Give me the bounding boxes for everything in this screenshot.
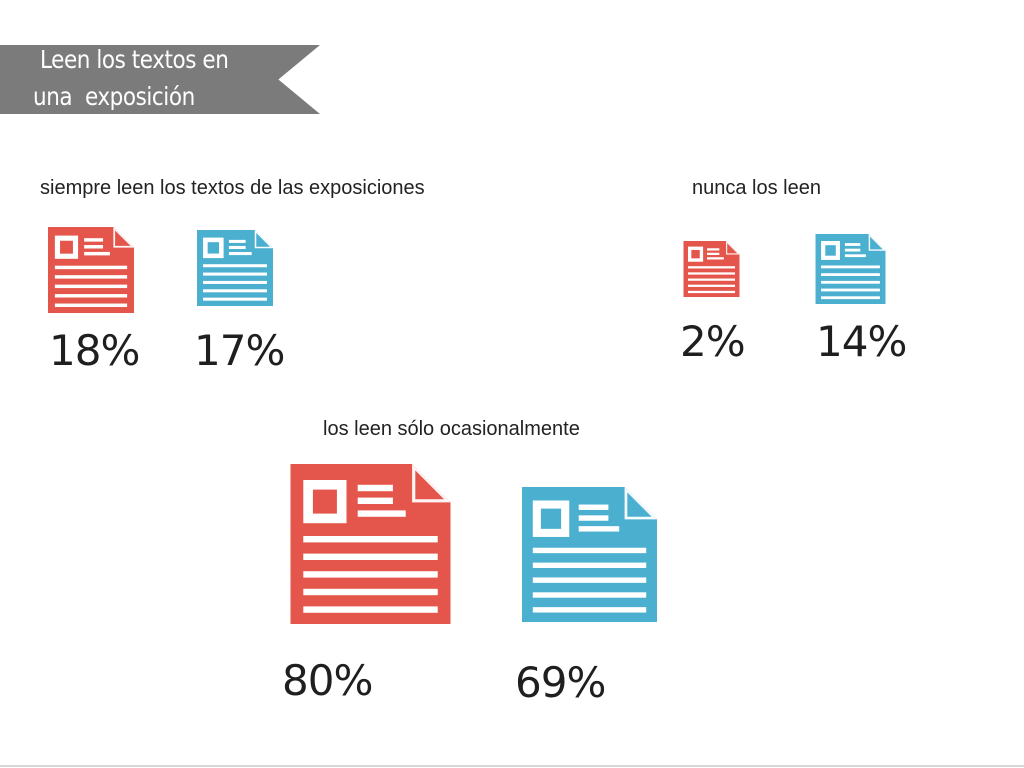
document-icon-red-never [683, 241, 740, 297]
document-icon-red-occasionally [290, 464, 451, 624]
value-label-red-never: 2% [680, 317, 746, 366]
title-line-1: Leen los textos en [40, 45, 229, 74]
value-label-blue-always: 17% [194, 326, 285, 375]
bottom-divider [0, 765, 1024, 767]
category-label-never: nunca los leen [692, 177, 821, 199]
value-label-blue-never: 14% [816, 317, 907, 366]
document-icon-blue-never [815, 234, 886, 304]
title-banner: Leen los textos en una exposición [0, 45, 320, 114]
category-label-occasionally: los leen sólo ocasionalmente [323, 418, 580, 440]
category-label-always: siempre leen los textos de las exposicio… [40, 177, 425, 199]
value-label-red-always: 18% [49, 326, 140, 375]
document-icon-blue-occasionally [522, 487, 657, 622]
value-label-blue-occasionally: 69% [515, 658, 606, 707]
document-icon-red-always [48, 227, 134, 313]
value-label-red-occasionally: 80% [282, 656, 373, 705]
document-icon-blue-always [197, 230, 273, 306]
title-line-2: una exposición [33, 82, 195, 111]
